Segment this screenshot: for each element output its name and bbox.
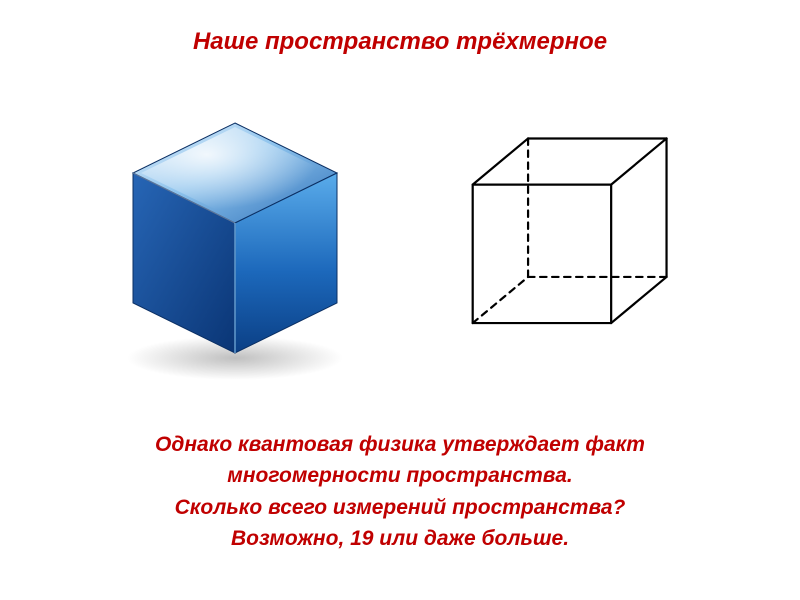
bottom-line-3: Сколько всего измерений пространства?: [0, 493, 800, 522]
bottom-paragraph: Однако квантовая физика утверждает факт …: [0, 430, 800, 556]
solid-cube: [105, 95, 365, 385]
bottom-line-4: Возможно, 19 или даже больше.: [0, 524, 800, 553]
bottom-line-2: многомерности пространства.: [0, 461, 800, 490]
solid-cube-svg: [105, 95, 365, 385]
wireframe-cube: [435, 95, 695, 385]
wireframe-cube-svg: [445, 120, 685, 360]
cubes-row: [0, 90, 800, 390]
heading-title: Наше пространство трёхмерное: [0, 28, 800, 56]
bottom-line-1: Однако квантовая физика утверждает факт: [0, 430, 800, 459]
